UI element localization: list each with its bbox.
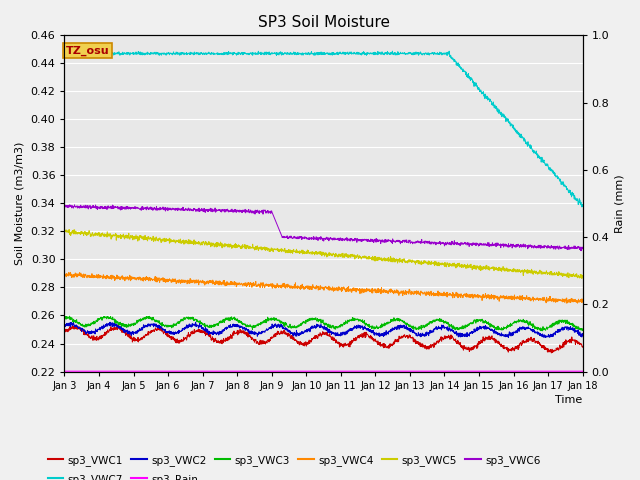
sp3_Rain [564, 368, 572, 374]
sp3_VWC6 [564, 246, 572, 252]
sp3_VWC2 [313, 321, 321, 327]
sp3_VWC7 [388, 48, 396, 54]
Line: sp3_VWC7: sp3_VWC7 [65, 51, 582, 207]
sp3_VWC2 [541, 335, 549, 340]
sp3_VWC4 [61, 273, 68, 279]
sp3_VWC2 [299, 331, 307, 336]
sp3_VWC5 [87, 233, 95, 239]
sp3_VWC3 [469, 321, 477, 327]
sp3_VWC3 [564, 320, 572, 325]
Text: Time: Time [556, 395, 582, 405]
sp3_VWC3 [299, 319, 307, 325]
sp3_VWC1 [299, 340, 307, 346]
Line: sp3_VWC4: sp3_VWC4 [65, 272, 582, 303]
sp3_VWC6 [71, 202, 79, 208]
Y-axis label: Rain (mm): Rain (mm) [615, 174, 625, 233]
sp3_VWC1 [547, 350, 555, 356]
sp3_VWC1 [61, 329, 68, 335]
Line: sp3_VWC6: sp3_VWC6 [65, 205, 582, 251]
sp3_VWC5 [65, 227, 73, 232]
sp3_VWC3 [579, 327, 586, 333]
sp3_VWC6 [577, 248, 585, 253]
Text: TZ_osu: TZ_osu [65, 46, 109, 56]
sp3_VWC1 [564, 338, 572, 344]
sp3_VWC6 [313, 235, 321, 241]
sp3_VWC7 [299, 50, 307, 56]
sp3_VWC2 [579, 332, 586, 338]
sp3_VWC5 [564, 270, 572, 276]
sp3_VWC1 [115, 321, 122, 327]
sp3_VWC7 [564, 187, 572, 192]
Line: sp3_VWC3: sp3_VWC3 [65, 316, 582, 331]
sp3_Rain [61, 368, 68, 374]
sp3_VWC6 [87, 204, 95, 210]
sp3_Rain [564, 368, 572, 374]
sp3_VWC7 [578, 204, 586, 210]
sp3_VWC7 [312, 50, 320, 56]
sp3_VWC3 [313, 318, 321, 324]
sp3_VWC4 [579, 296, 586, 302]
sp3_Rain [468, 368, 476, 374]
sp3_VWC4 [87, 273, 95, 279]
sp3_VWC6 [564, 247, 572, 252]
sp3_VWC6 [579, 244, 586, 250]
sp3_VWC5 [469, 265, 477, 271]
sp3_VWC7 [564, 187, 572, 192]
sp3_VWC3 [61, 315, 68, 321]
Line: sp3_VWC1: sp3_VWC1 [65, 324, 582, 353]
sp3_VWC1 [564, 339, 572, 345]
sp3_Rain [312, 368, 320, 374]
sp3_VWC5 [313, 249, 321, 255]
Legend: sp3_VWC7, sp3_Rain: sp3_VWC7, sp3_Rain [44, 470, 202, 480]
sp3_VWC4 [299, 284, 307, 290]
sp3_VWC1 [579, 344, 586, 350]
sp3_VWC3 [87, 321, 95, 326]
sp3_VWC1 [313, 334, 321, 340]
sp3_VWC3 [66, 313, 74, 319]
sp3_VWC4 [573, 300, 581, 306]
sp3_VWC3 [538, 328, 546, 334]
Legend: sp3_VWC1, sp3_VWC2, sp3_VWC3, sp3_VWC4, sp3_VWC5, sp3_VWC6: sp3_VWC1, sp3_VWC2, sp3_VWC3, sp3_VWC4, … [44, 451, 545, 470]
sp3_VWC4 [564, 300, 572, 305]
sp3_Rain [87, 368, 95, 374]
sp3_VWC5 [578, 276, 586, 281]
sp3_VWC5 [61, 228, 68, 234]
sp3_VWC2 [564, 327, 572, 333]
sp3_VWC2 [469, 329, 477, 335]
sp3_VWC2 [61, 323, 68, 329]
sp3_VWC2 [564, 326, 572, 332]
Title: SP3 Soil Moisture: SP3 Soil Moisture [257, 15, 390, 30]
Line: sp3_VWC2: sp3_VWC2 [65, 322, 582, 337]
sp3_Rain [579, 368, 586, 374]
sp3_VWC5 [564, 270, 572, 276]
sp3_VWC3 [564, 321, 572, 327]
sp3_VWC7 [61, 51, 68, 57]
sp3_VWC2 [87, 328, 95, 334]
sp3_VWC1 [469, 345, 477, 351]
sp3_VWC7 [469, 78, 477, 84]
sp3_VWC4 [313, 284, 321, 289]
sp3_VWC4 [564, 298, 572, 303]
sp3_VWC5 [579, 273, 586, 278]
sp3_VWC5 [299, 247, 307, 253]
sp3_VWC6 [469, 240, 477, 246]
Y-axis label: Soil Moisture (m3/m3): Soil Moisture (m3/m3) [15, 142, 25, 265]
sp3_Rain [299, 368, 307, 374]
sp3_VWC1 [87, 335, 95, 340]
sp3_VWC2 [70, 319, 77, 325]
sp3_VWC4 [469, 295, 477, 300]
sp3_VWC6 [61, 204, 68, 210]
sp3_VWC4 [67, 269, 74, 275]
sp3_VWC6 [299, 236, 307, 241]
sp3_VWC7 [579, 204, 586, 209]
Line: sp3_VWC5: sp3_VWC5 [65, 229, 582, 278]
sp3_VWC7 [87, 51, 95, 57]
